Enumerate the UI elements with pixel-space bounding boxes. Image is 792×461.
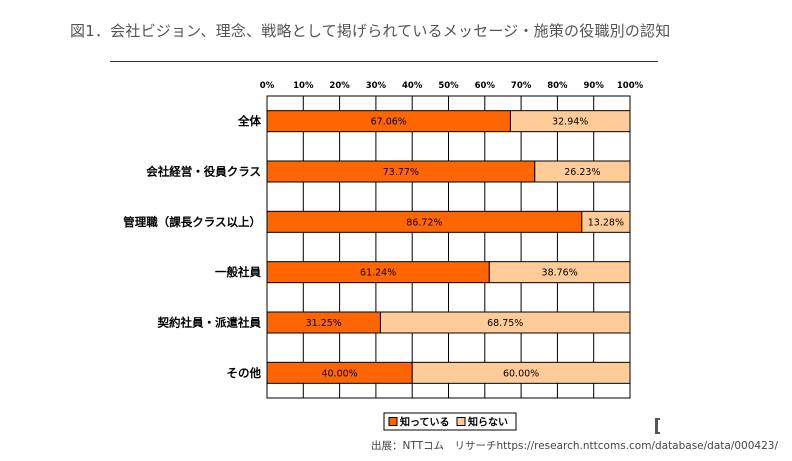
- category-label: 一般社員: [215, 265, 261, 279]
- data-label: 38.76%: [542, 268, 578, 279]
- legend-label: 知らない: [467, 416, 508, 429]
- bar-unknown: [509, 110, 631, 133]
- data-label: 32.94%: [552, 117, 588, 128]
- data-label: 40.00%: [321, 368, 357, 379]
- data-label: 61.24%: [360, 268, 396, 279]
- legend-swatch-unknown: [456, 417, 466, 426]
- x-tick-label: 90%: [584, 81, 605, 91]
- data-label: 26.23%: [564, 167, 600, 178]
- legend-swatch-known: [388, 417, 398, 426]
- bar-unknown: [411, 361, 631, 384]
- x-tick-label: 50%: [438, 81, 459, 91]
- category-label: 会社経営・役員クラス: [145, 165, 261, 179]
- data-label: 60.00%: [503, 368, 539, 379]
- legend-label: 知っている: [399, 416, 450, 429]
- x-tick-label: 20%: [329, 81, 350, 91]
- bar-unknown: [534, 160, 631, 183]
- x-tick-label: 70%: [511, 81, 532, 91]
- page-title: 図1．会社ビジョン、理念、戦略として掲げられているメッセージ・施策の役職別の認知: [70, 22, 671, 40]
- data-label: 73.77%: [383, 167, 419, 178]
- x-tick-label: 30%: [366, 81, 387, 91]
- data-label: 13.28%: [588, 217, 624, 228]
- source-note: 出展：NTTコム リサーチhttps://research.nttcoms.co…: [370, 440, 778, 452]
- x-tick-label: 10%: [293, 81, 314, 91]
- data-label: 86.72%: [406, 217, 442, 228]
- legend-box: [383, 412, 517, 431]
- bar-unknown: [379, 311, 631, 334]
- x-tick-label: 80%: [547, 81, 568, 91]
- data-label: 67.06%: [371, 117, 407, 128]
- category-label: 契約社員・派遣社員: [157, 316, 262, 330]
- x-tick-label: 40%: [402, 81, 423, 91]
- category-label: 管理職（課長クラス以上）: [123, 215, 261, 229]
- x-tick-label: 100%: [617, 81, 644, 91]
- category-label: 全体: [237, 114, 261, 128]
- x-tick-label: 60%: [475, 81, 496, 91]
- bar-unknown: [581, 210, 631, 233]
- x-tick-label: 0%: [260, 81, 275, 91]
- category-label: その他: [227, 366, 262, 380]
- data-label: 68.75%: [487, 318, 523, 329]
- data-label: 31.25%: [306, 318, 342, 329]
- title-divider: [110, 61, 658, 62]
- bracket-icon: [655, 418, 660, 434]
- bar-unknown: [488, 261, 631, 284]
